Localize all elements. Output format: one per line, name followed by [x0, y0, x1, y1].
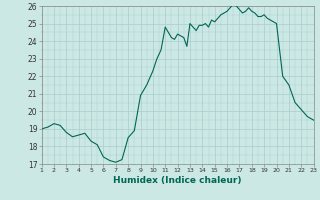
X-axis label: Humidex (Indice chaleur): Humidex (Indice chaleur): [113, 176, 242, 185]
